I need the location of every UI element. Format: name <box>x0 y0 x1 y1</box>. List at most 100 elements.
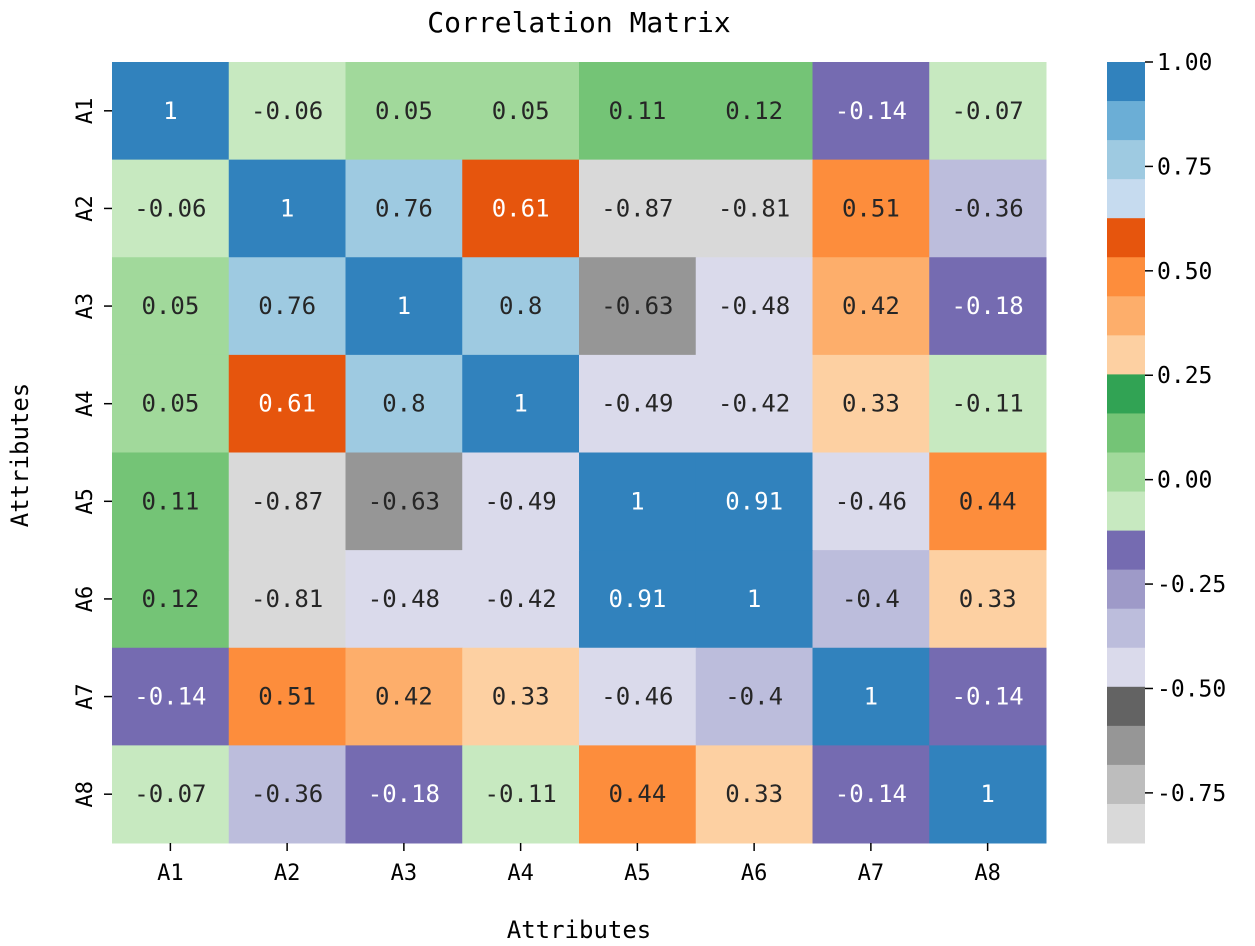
cell-annotation: -0.42 <box>485 585 557 613</box>
colorbar-tick-label: -0.25 <box>1157 572 1226 598</box>
colorbar-tick-label: -0.75 <box>1157 781 1226 807</box>
heatmap-cell <box>112 550 230 649</box>
cell-annotation: -0.14 <box>952 683 1024 711</box>
cell-annotation: 0.76 <box>375 194 433 222</box>
heatmap-cell <box>462 647 580 746</box>
colorbar-segment <box>1107 218 1145 258</box>
heatmap-cell <box>579 550 697 649</box>
chart-title: Correlation Matrix <box>427 6 730 39</box>
heatmap-cell <box>812 354 930 453</box>
heatmap-cell <box>695 257 813 356</box>
heatmap-cell <box>695 745 813 844</box>
heatmap-cell <box>929 159 1047 258</box>
heatmap-cell <box>695 354 813 453</box>
cell-annotation: -0.4 <box>725 683 783 711</box>
y-axis-title: Attributes <box>6 383 34 528</box>
heatmap-cell <box>228 745 346 844</box>
heatmap-cell <box>345 745 463 844</box>
colorbar-tick-label: 0.00 <box>1157 468 1212 494</box>
heatmap-cell <box>112 62 230 161</box>
x-axis-ticks: A1 A2 A3 A4 A5 A6 A7 A8 <box>157 843 1001 886</box>
colorbar-segment <box>1107 530 1145 571</box>
heatmap-cell <box>812 62 930 161</box>
x-tick-label: A3 <box>391 861 418 886</box>
cell-annotation: 0.42 <box>842 292 900 320</box>
cell-annotation: -0.49 <box>601 390 673 418</box>
cell-annotation: 1 <box>747 585 761 613</box>
heatmap-cell <box>228 159 346 258</box>
colorbar-segment <box>1107 101 1145 141</box>
heatmap-cell <box>345 257 463 356</box>
cell-annotation: -0.87 <box>251 487 323 515</box>
cell-annotation: -0.06 <box>134 194 206 222</box>
colorbar-segment <box>1107 335 1145 375</box>
cell-annotation: 0.05 <box>141 390 199 418</box>
y-tick-label: A4 <box>73 390 98 417</box>
cell-annotation: 0.61 <box>492 194 550 222</box>
colorbar-segment <box>1107 296 1145 336</box>
heatmap-cell <box>812 257 930 356</box>
heatmap-cell <box>579 62 697 161</box>
heatmap-cell <box>462 452 580 551</box>
cell-annotation: -0.06 <box>251 97 323 125</box>
colorbar-segment <box>1107 686 1145 727</box>
cell-annotation: 0.11 <box>141 487 199 515</box>
colorbar-tick-label: 0.50 <box>1157 259 1212 285</box>
cell-annotation: -0.36 <box>251 780 323 808</box>
heatmap-cell <box>345 647 463 746</box>
cell-annotation: -0.14 <box>134 683 206 711</box>
cell-annotation: 0.51 <box>842 194 900 222</box>
colorbar-segment <box>1107 452 1145 493</box>
cell-annotation: 0.76 <box>258 292 316 320</box>
colorbar-segment <box>1107 647 1145 688</box>
colorbar-ticks: 1.00 0.75 0.50 0.25 0.00 -0.25 -0.50 -0.75 <box>1145 50 1226 807</box>
heatmap-cell <box>579 159 697 258</box>
colorbar-tick-label: -0.50 <box>1157 676 1226 702</box>
y-tick-label: A6 <box>73 586 98 613</box>
cell-annotation: 1 <box>864 683 878 711</box>
cell-annotation: 0.44 <box>959 487 1017 515</box>
heatmap-cell <box>462 257 580 356</box>
cell-annotation: -0.07 <box>952 97 1024 125</box>
cell-annotation: -0.4 <box>842 585 900 613</box>
colorbar <box>1107 62 1145 844</box>
cell-annotation: 0.33 <box>959 585 1017 613</box>
heatmap-cell <box>929 550 1047 649</box>
colorbar-segment <box>1107 62 1145 102</box>
cell-annotation: 1 <box>513 390 527 418</box>
heatmap-cell <box>112 159 230 258</box>
heatmap-cell <box>462 354 580 453</box>
heatmap-cell <box>462 62 580 161</box>
heatmap-cell <box>812 452 930 551</box>
cell-annotation: 0.11 <box>608 97 666 125</box>
cell-annotation: 0.44 <box>608 780 666 808</box>
heatmap-cell <box>345 62 463 161</box>
colorbar-segment <box>1107 491 1145 532</box>
colorbar-segment <box>1107 413 1145 453</box>
heatmap-cell <box>228 647 346 746</box>
x-tick-label: A8 <box>974 861 1001 886</box>
heatmap-cell <box>929 354 1047 453</box>
cell-annotation: 0.8 <box>382 390 425 418</box>
cell-annotation: -0.48 <box>368 585 440 613</box>
y-tick-label: A2 <box>73 195 98 222</box>
heatmap-cell <box>929 452 1047 551</box>
heatmap-cell <box>929 257 1047 356</box>
cell-annotation: 0.33 <box>725 780 783 808</box>
cell-annotation: 0.51 <box>258 683 316 711</box>
cell-annotation: 1 <box>397 292 411 320</box>
heatmap-cell <box>929 745 1047 844</box>
heatmap-cell <box>228 452 346 551</box>
heatmap-cell <box>695 647 813 746</box>
colorbar-tick-label: 0.25 <box>1157 363 1212 389</box>
heatmap-cell <box>579 647 697 746</box>
cell-annotation: 0.42 <box>375 683 433 711</box>
colorbar-segment <box>1107 764 1145 805</box>
heatmap-cells <box>112 62 1047 844</box>
heatmap-cell <box>345 452 463 551</box>
cell-annotation: 0.33 <box>492 683 550 711</box>
cell-annotation: 0.61 <box>258 390 316 418</box>
colorbar-segment <box>1107 374 1145 414</box>
x-tick-label: A7 <box>858 861 885 886</box>
